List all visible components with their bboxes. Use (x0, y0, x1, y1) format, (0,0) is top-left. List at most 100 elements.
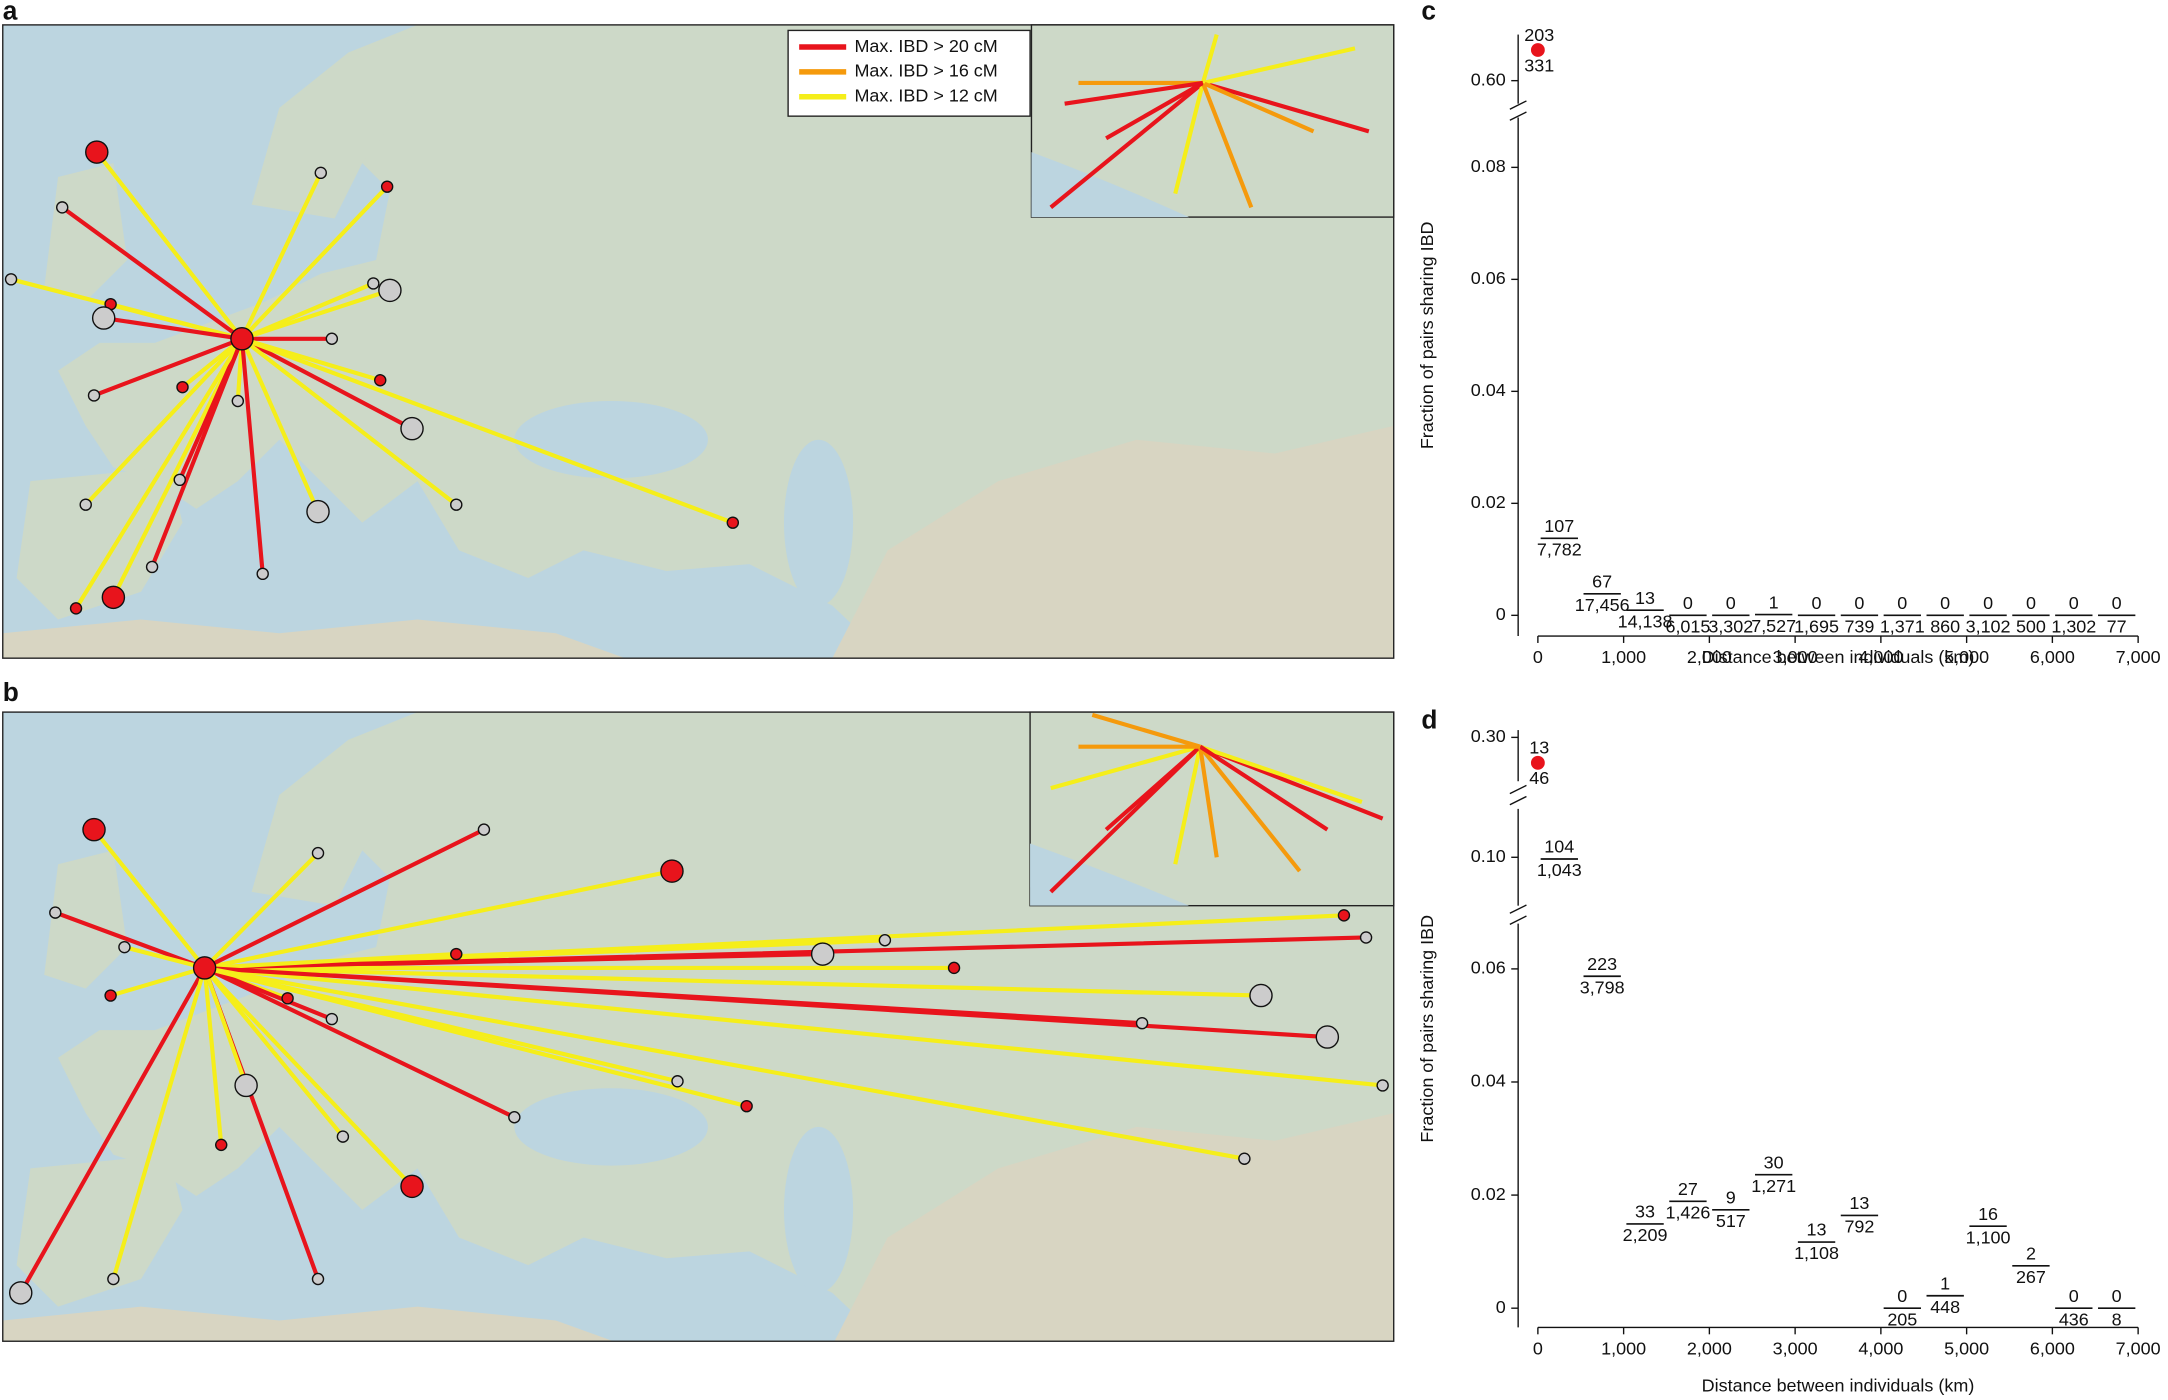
y-tick-label: 0.02 (1471, 492, 1506, 512)
map-link (111, 965, 207, 1282)
total-count: 1,043 (1537, 860, 1582, 880)
site (450, 947, 463, 961)
map-link (122, 945, 207, 970)
map-link (18, 965, 207, 1295)
site (311, 1272, 325, 1286)
inset-link (1091, 712, 1201, 749)
site (231, 394, 245, 408)
site (118, 940, 131, 954)
shared-count: 33 (1635, 1202, 1655, 1222)
y-tick-label: 0.04 (1471, 380, 1506, 400)
site (450, 498, 463, 511)
map-link (101, 315, 245, 341)
shared-count: 104 (1544, 837, 1574, 857)
site (1376, 1079, 1389, 1092)
site (4, 273, 18, 286)
x-axis-label: Distance between individuals (km) (1702, 647, 1975, 667)
site (740, 1099, 753, 1113)
total-count: 1,271 (1751, 1176, 1796, 1196)
axis-break (1509, 904, 1527, 914)
panel-label: c (1421, 0, 1436, 25)
map-link (150, 336, 245, 569)
site (176, 380, 189, 394)
x-tick-label: 6,000 (2030, 1338, 2075, 1358)
site (311, 846, 325, 860)
shared-count: 9 (1726, 1187, 1736, 1207)
shared-count: 0 (1940, 593, 1950, 613)
links-b (8, 817, 1389, 1305)
site (314, 166, 327, 180)
y-tick-label: 0.02 (1471, 1184, 1506, 1204)
site (1135, 1016, 1149, 1030)
point-shared: 13 (1529, 738, 1549, 758)
y-tick-label: 0.06 (1471, 958, 1506, 978)
total-count: 2,209 (1623, 1225, 1668, 1245)
site (325, 1012, 339, 1026)
x-tick-label: 5,000 (1944, 1338, 1989, 1358)
shared-count: 16 (1978, 1204, 1998, 1224)
site (145, 560, 159, 574)
map-link (108, 302, 245, 341)
inset-a (1030, 24, 1395, 218)
site (878, 934, 892, 947)
site (101, 585, 126, 610)
total-count: 792 (1844, 1217, 1874, 1237)
inset-link (1105, 81, 1204, 141)
map-frame (2, 24, 1395, 659)
inset-link (1173, 82, 1205, 195)
inset-link (1064, 80, 1204, 106)
x-tick-label: 1,000 (1601, 647, 1646, 667)
total-count: 436 (2059, 1309, 2089, 1329)
x-tick-label: 4,000 (1858, 647, 1903, 667)
site (671, 1075, 684, 1088)
map-link (202, 965, 1247, 1161)
shared-count: 0 (1983, 593, 1993, 613)
x-tick-label: 7,000 (2116, 647, 2161, 667)
shared-count: 0 (1897, 593, 1907, 613)
panel-label: d (1421, 705, 1437, 735)
x-tick-label: 3,000 (1773, 1338, 1818, 1358)
y-tick-label: 0.10 (1471, 846, 1506, 866)
y-tick-label: 0 (1496, 604, 1506, 624)
site (55, 201, 69, 214)
site (374, 374, 387, 387)
site (69, 602, 83, 615)
map-link (83, 336, 245, 507)
x-tick-label: 5,000 (1944, 647, 1989, 667)
x-tick-label: 0 (1533, 1338, 1543, 1358)
shared-count: 223 (1587, 954, 1617, 974)
x-tick-label: 4,000 (1858, 1338, 1903, 1358)
axis-break (1509, 111, 1527, 121)
shared-count: 13 (1807, 1220, 1827, 1240)
inset-link (1200, 82, 1254, 209)
shared-count: 0 (1683, 593, 1693, 613)
panel-label: a (3, 0, 18, 25)
shared-count: 2 (2026, 1243, 2036, 1263)
total-count: 17,456 (1575, 595, 1630, 615)
x-tick-label: 7,000 (2116, 1338, 2161, 1358)
site (726, 516, 740, 529)
inset-link (1050, 744, 1201, 791)
map-link (202, 965, 517, 1120)
x-tick-label: 0 (1533, 647, 1543, 667)
total-count: 8 (2112, 1309, 2122, 1329)
site (192, 956, 217, 980)
legend: Max. IBD > 20 cM Max. IBD > 16 cM Max. IBD… (787, 29, 1031, 117)
site (173, 473, 186, 487)
site (85, 140, 109, 164)
site (281, 992, 294, 1005)
map-link (239, 288, 392, 341)
site (1359, 931, 1373, 944)
shared-count: 0 (1726, 593, 1736, 613)
total-count: 500 (2016, 617, 2046, 637)
total-count: 1,426 (1665, 1202, 1710, 1222)
map-link (239, 336, 265, 576)
map-link (91, 827, 207, 970)
total-count: 14,138 (1618, 611, 1673, 631)
shared-count: 1 (1769, 592, 1779, 612)
site (947, 961, 961, 975)
legend-label: Max. IBD > 20 cM (854, 36, 997, 56)
shared-count: 13 (1849, 1193, 1869, 1213)
shared-count: 13 (1635, 588, 1655, 608)
